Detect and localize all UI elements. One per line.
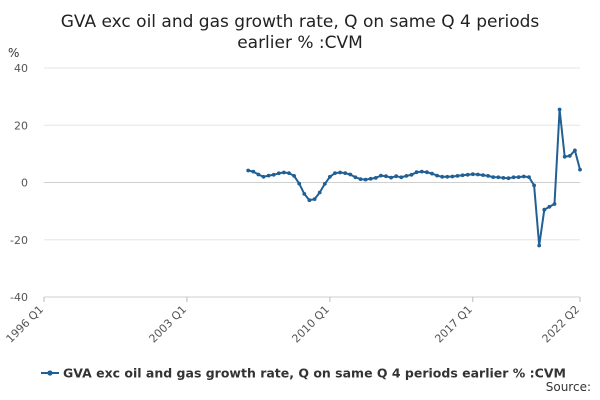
series-group <box>246 107 582 248</box>
data-point[interactable] <box>481 173 485 178</box>
data-point[interactable] <box>552 202 557 206</box>
data-point[interactable] <box>419 169 424 174</box>
data-point[interactable] <box>573 148 577 153</box>
y-axis-unit: % <box>8 46 19 60</box>
legend-label: GVA exc oil and gas growth rate, Q on sa… <box>63 366 566 381</box>
data-point[interactable] <box>353 175 358 180</box>
y-tick-label: 40 <box>14 62 28 75</box>
data-point[interactable] <box>455 174 460 178</box>
data-point[interactable] <box>445 174 450 179</box>
data-point[interactable] <box>343 171 348 176</box>
data-point[interactable] <box>338 170 342 175</box>
x-tick-label: 2010 Q1 <box>289 303 332 346</box>
data-point[interactable] <box>292 174 296 178</box>
data-point[interactable] <box>542 207 547 212</box>
data-point[interactable] <box>557 107 562 112</box>
data-point[interactable] <box>476 172 480 177</box>
data-point[interactable] <box>578 167 582 172</box>
data-point[interactable] <box>287 171 291 176</box>
data-point[interactable] <box>317 190 322 195</box>
data-point[interactable] <box>322 182 327 186</box>
x-tick-label: 1996 Q1 <box>4 303 47 346</box>
data-point[interactable] <box>363 177 368 182</box>
data-point[interactable] <box>521 174 526 179</box>
data-point[interactable] <box>399 175 404 180</box>
data-point[interactable] <box>297 181 302 186</box>
data-point[interactable] <box>348 172 353 177</box>
data-point[interactable] <box>440 174 445 179</box>
data-point[interactable] <box>414 170 419 175</box>
data-point[interactable] <box>511 175 516 180</box>
data-point[interactable] <box>527 175 531 180</box>
x-tick-label: 2022 Q2 <box>540 303 583 346</box>
data-point[interactable] <box>506 176 511 181</box>
data-point[interactable] <box>460 173 465 178</box>
y-tick-label: 0 <box>21 177 28 190</box>
data-point[interactable] <box>496 175 501 180</box>
y-tick-label: -40 <box>10 291 28 304</box>
data-point[interactable] <box>379 173 383 178</box>
data-point[interactable] <box>470 172 475 177</box>
data-point[interactable] <box>537 243 542 248</box>
data-point[interactable] <box>307 198 312 203</box>
x-tick-label: 2017 Q1 <box>432 303 475 346</box>
y-tick-label: 20 <box>14 119 28 132</box>
data-point[interactable] <box>271 172 276 177</box>
data-point[interactable] <box>312 197 317 202</box>
x-axis: 1996 Q1 2003 Q1 2010 Q1 2017 Q1 2022 Q2 <box>4 296 583 346</box>
source-label: Source: <box>546 380 591 394</box>
data-point[interactable] <box>409 172 414 177</box>
x-tick-label: 2003 Q1 <box>147 303 190 346</box>
data-point[interactable] <box>547 204 552 209</box>
data-point[interactable] <box>373 176 378 180</box>
y-tick-label: -20 <box>10 234 28 247</box>
data-point[interactable] <box>491 175 496 180</box>
y-tick-labels: 40 20 0 -20 -40 <box>10 62 28 304</box>
data-point[interactable] <box>501 176 506 180</box>
data-point[interactable] <box>450 174 455 179</box>
data-point[interactable] <box>394 174 399 179</box>
data-point[interactable] <box>261 174 266 179</box>
data-point[interactable] <box>465 172 470 177</box>
data-point[interactable] <box>435 173 439 178</box>
chart-title-line-1: GVA exc oil and gas growth rate, Q on sa… <box>61 12 540 32</box>
data-point[interactable] <box>328 174 332 179</box>
data-point[interactable] <box>389 175 393 180</box>
data-point[interactable] <box>266 173 271 178</box>
data-point[interactable] <box>276 171 281 176</box>
data-point[interactable] <box>404 174 409 178</box>
legend-point-marker <box>47 370 53 376</box>
data-point[interactable] <box>516 175 521 180</box>
data-point[interactable] <box>358 177 363 182</box>
data-point[interactable] <box>256 172 261 177</box>
data-point[interactable] <box>282 170 286 175</box>
data-point[interactable] <box>246 168 251 173</box>
data-point[interactable] <box>430 171 434 176</box>
data-point[interactable] <box>302 192 307 196</box>
data-point[interactable] <box>532 183 536 188</box>
gridlines <box>44 67 580 298</box>
data-point[interactable] <box>562 154 567 159</box>
chart-title-line-2: earlier % :CVM <box>237 33 363 53</box>
data-point[interactable] <box>368 176 373 181</box>
data-point[interactable] <box>333 171 337 176</box>
data-point[interactable] <box>425 170 429 175</box>
legend[interactable]: GVA exc oil and gas growth rate, Q on sa… <box>41 366 566 381</box>
data-point[interactable] <box>384 174 388 179</box>
data-point[interactable] <box>251 169 256 174</box>
data-point[interactable] <box>486 174 490 178</box>
data-point[interactable] <box>567 154 572 158</box>
